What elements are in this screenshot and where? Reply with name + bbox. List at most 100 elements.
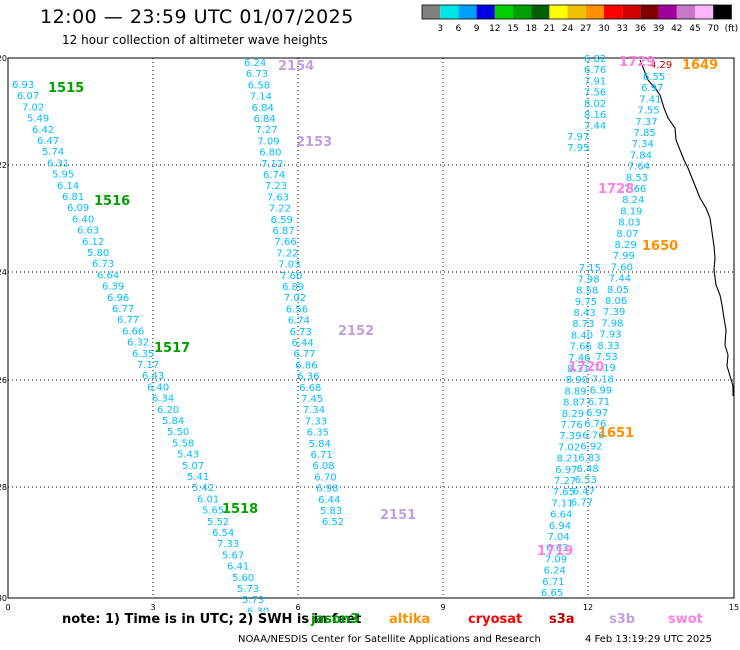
wave-height-value: 7.95 [567,143,589,154]
wave-height-value: 6.20 [157,405,179,416]
wave-height-value: 6.74 [263,170,285,181]
wave-height-value: 7.19 [594,363,616,374]
wave-height-value: 8.40 [571,330,593,341]
wave-height-value: 6.77 [112,304,134,315]
wave-height-value: 7.98 [577,274,599,285]
wave-height-value: 6.81 [62,192,84,203]
wave-height-value: 8.02 [584,99,606,110]
wave-height-value: 5.52 [207,517,229,528]
wave-height-value: 6.73 [92,259,114,270]
wave-height-value: 6.52 [322,517,344,528]
wave-height-value: 6.55 [643,72,665,83]
colorbar-label: 42 [671,24,682,34]
wave-height-value: 6.93 [12,80,34,91]
wave-height-value: 8.29 [615,240,637,251]
wave-height-value: 6.94 [549,521,571,532]
wave-height-value: 7.60 [611,262,633,273]
wave-height-value: 6.53 [575,475,597,486]
wave-height-value: 7.23 [265,181,287,192]
wave-height-value: 5.50 [167,427,189,438]
wave-height-value: 7.99 [613,251,635,262]
wave-height-value: 7.39 [603,307,625,318]
wave-height-value: 6.63 [77,226,99,237]
wave-height-value: 7.02 [558,442,580,453]
wave-height-value: 8.16 [584,110,606,121]
colorbar-label: 18 [525,24,537,34]
wave-height-value: 6.42 [32,125,54,136]
wave-height-value: 7.14 [250,92,272,103]
wave-height-value: 5.58 [172,438,194,449]
colorbar-swatch [713,5,732,19]
legend-cryosat: cryosat [468,612,523,627]
wave-height-value: 6.99 [590,386,612,397]
wave-height-value: 6.74 [288,316,310,327]
pass-time-label: 2151 [380,508,416,523]
colorbar-label: 36 [635,24,647,34]
wave-height-value: 5.07 [182,461,204,472]
wave-height-value: 6.71 [542,577,564,588]
x-tick-label: 9 [440,603,445,612]
wave-height-value: 5.84 [309,439,331,450]
wave-height-value: 5.73 [237,584,259,595]
x-tick-label: 3 [150,603,155,612]
credit-line: NOAA/NESDIS Center for Satellite Applica… [238,634,541,645]
legend-s3a: s3a [549,612,575,627]
wave-height-value: 6.83 [578,453,600,464]
pass-time-label: 1516 [94,194,130,209]
colorbar-swatch [695,5,714,19]
wave-height-value: 5.43 [177,450,199,461]
wave-height-value: 7.91 [584,76,606,87]
wave-height-value: 6.77 [293,349,315,360]
y-tick-label: 30 [0,594,7,603]
wave-height-value: 6.65 [541,588,563,599]
wave-height-value: 5.49 [27,114,49,125]
wave-height-value: 6.32 [127,338,149,349]
wave-height-value: 7.34 [632,139,654,150]
wave-height-value: 7.02 [22,102,44,113]
wave-height-value: 5.84 [162,416,184,427]
wave-height-value: 9.75 [575,297,597,308]
wave-height-value: 6.39 [102,282,124,293]
wave-height-value: 7.33 [217,539,239,550]
map-frame [7,57,735,599]
wave-height-value: 8.05 [607,285,629,296]
generated-timestamp: 4 Feb 13:19:29 UTC 2025 [585,634,712,645]
wave-height-value: 7.56 [584,88,606,99]
y-tick-label: 22 [0,161,7,170]
wave-height-value: 6.76 [584,65,606,76]
wave-height-value: 6.47 [573,486,595,497]
wave-height-value: 6.36 [297,372,319,383]
wave-height-value: 6.71 [588,397,610,408]
wave-height-value: 7.17 [137,360,159,371]
wave-height-value: 7.44 [609,274,631,285]
wave-height-value: 7.09 [545,554,567,565]
colorbar-swatch [604,5,623,19]
wave-height-value: 6.24 [544,566,566,577]
colorbar-label: 27 [580,24,591,34]
wave-height-value: 6.82 [584,54,606,65]
y-tick-label: 20 [0,54,7,63]
pass-time-label: 1650 [642,239,678,254]
altimeter-map[interactable]: 036912152022242628306.936.077.025.496.42… [0,0,740,612]
y-tick-label: 28 [0,483,7,492]
wave-height-value: 4.29 [650,60,672,71]
wave-height-value: 6.73 [290,327,312,338]
wave-height-value: 7.85 [634,128,656,139]
wave-height-value: 6.96 [107,293,129,304]
wave-height-value: 7.18 [592,374,614,385]
colorbar-swatch [440,5,459,19]
wave-height-value: 7.27 [554,476,576,487]
pass-time-label: 1651 [598,426,634,441]
wave-height-value: 6.97 [586,408,608,419]
wave-height-value: 6.76 [584,419,606,430]
wave-height-value: 6.44 [318,495,340,506]
colorbar-swatch [513,5,532,19]
wave-height-value: 6.97 [555,465,577,476]
wave-height-value: 6.44 [292,338,314,349]
wave-height-value: 6.63 [546,543,568,554]
wave-height-value: 8.73 [572,319,594,330]
wave-height-value: 5.74 [42,147,64,158]
legend-altika: altika [389,612,431,627]
wave-height-value: 5.80 [87,248,109,259]
page-title: 12:00 — 23:59 UTC 01/07/2025 [40,6,354,28]
